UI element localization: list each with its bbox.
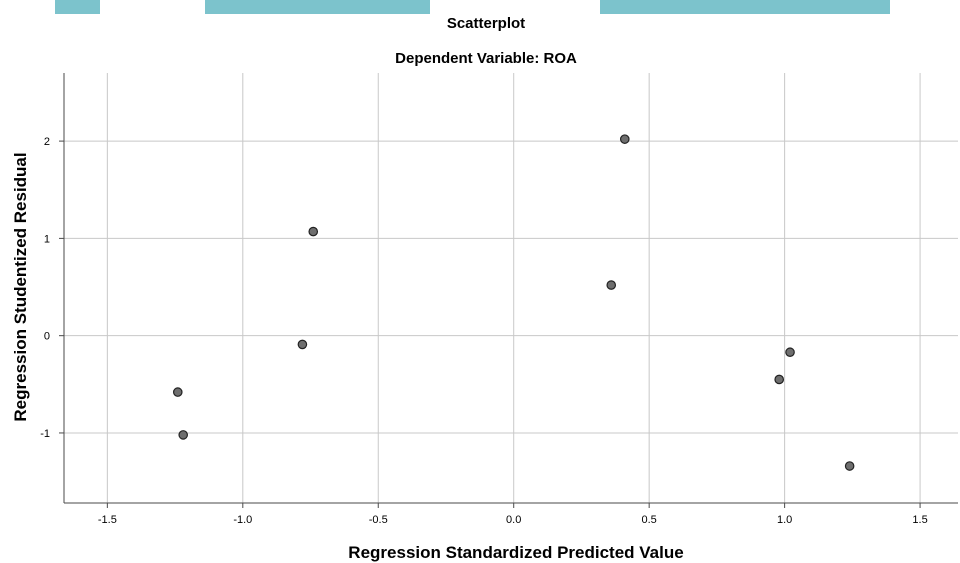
scatter-point [619, 134, 630, 144]
scatter-point [774, 374, 784, 385]
y-tick-label: 1 [44, 233, 50, 245]
x-tick-label: 1.5 [912, 514, 927, 526]
x-tick-label: 0.5 [642, 514, 657, 526]
chart-subtitle: Dependent Variable: ROA [395, 50, 577, 67]
x-tick-label: 0.0 [506, 514, 521, 526]
x-tick-label: -1.5 [98, 514, 117, 526]
scatter-point [178, 430, 188, 440]
x-axis-title: Regression Standardized Predicted Value [348, 543, 683, 562]
scatter-point [844, 461, 855, 471]
grid-lines [64, 73, 958, 503]
banner-block-right [600, 0, 890, 14]
data-points [172, 134, 855, 471]
x-tick-label: 1.0 [777, 514, 792, 526]
scatter-point [308, 226, 319, 237]
scatter-point [606, 280, 617, 290]
scatter-point [297, 339, 308, 350]
banner-block-center [205, 0, 430, 14]
chart-title: Scatterplot [447, 15, 525, 32]
banner-block-left [55, 0, 100, 14]
y-tick-label: -1 [40, 428, 50, 440]
top-banner-logo [55, 0, 890, 14]
x-tick-labels: -1.5 -1.0 -0.5 0.0 0.5 1.0 1.5 [98, 514, 928, 526]
y-tick-label: 2 [44, 136, 50, 148]
y-axis-title: Regression Studentized Residual [11, 152, 30, 421]
scatter-point [785, 347, 795, 358]
scatter-point [172, 387, 183, 397]
x-tick-label: -1.0 [233, 514, 252, 526]
axes [59, 73, 958, 508]
y-tick-labels: 2 1 0 -1 [40, 136, 50, 440]
y-tick-label: 0 [44, 331, 50, 343]
x-tick-label: -0.5 [369, 514, 388, 526]
